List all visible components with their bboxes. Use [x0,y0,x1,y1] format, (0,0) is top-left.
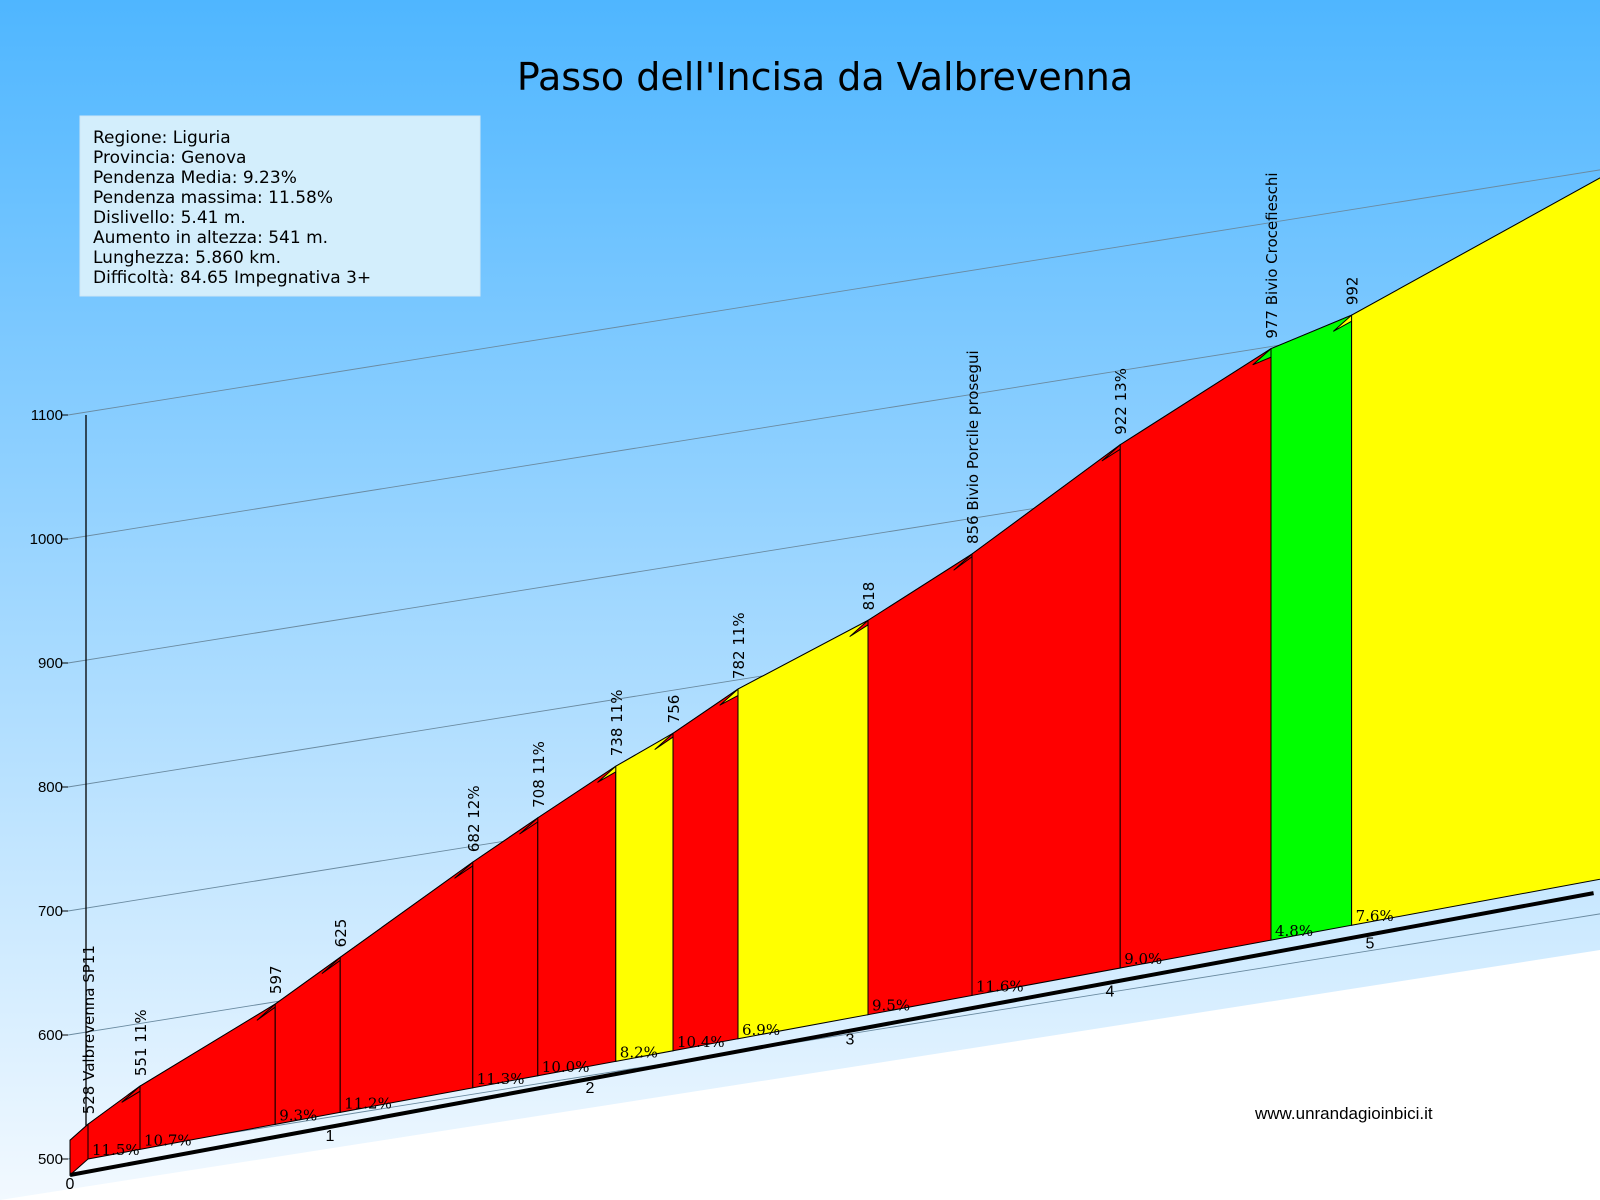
x-tick-label: 4 [1106,984,1115,1001]
segment-face [1270,314,1353,941]
segment-face [737,619,869,1040]
segment-face [672,688,739,1052]
grade-label: 9.3% [279,1106,317,1124]
grade-label: 10.4% [677,1033,725,1051]
y-tick-label: 900 [38,655,63,672]
info-line: Pendenza massima: 11.58% [93,188,333,208]
elevation-label: 551 11% [132,1009,150,1076]
info-box: Regione: Liguria Provincia: Genova Pende… [79,115,481,297]
info-box-background [79,115,481,297]
info-line: Regione: Liguria [93,128,231,148]
elevation-label: 977 Bivio Crocefieschi [1263,172,1281,338]
grade-label: 6.9% [742,1021,780,1039]
grade-label: 10.0% [542,1058,590,1076]
elevation-label: 682 12% [465,785,483,852]
y-tick-label: 1100 [31,407,63,424]
x-tick-label: 1 [326,1128,335,1145]
segment-face [615,732,674,1062]
elevation-label: 738 11% [608,689,626,756]
info-line: Dislivello: 5.41 m. [93,208,246,228]
grade-label: 11.6% [976,977,1024,995]
elevation-label: 597 [267,965,285,994]
elevation-label: 922 13% [1112,368,1130,435]
segment-face [1119,347,1272,969]
chart-title: Passo dell'Incisa da Valbrevenna [517,55,1133,99]
elevation-label: 756 [665,695,683,724]
y-tick-label: 500 [38,1151,63,1168]
elevation-label: 782 11% [730,612,748,679]
info-line: Pendenza Media: 9.23% [93,168,297,188]
grade-label: 11.5% [92,1141,140,1159]
segment-face [472,816,539,1089]
website-credit: www.unrandagioinbici.it [1254,1104,1433,1123]
info-line: Provincia: Genova [93,148,246,168]
grade-label: 9.5% [872,997,910,1015]
x-tick-label: 3 [846,1032,855,1049]
segment-face [1351,177,1600,926]
info-line: Aumento in altezza: 541 m. [93,228,328,248]
ground-area [0,950,1600,1200]
grade-label: 8.2% [620,1043,658,1061]
grid-line [67,913,1600,1160]
elevation-label: 625 [332,919,350,948]
x-tick-label: 0 [66,1176,75,1193]
y-tick-label: 600 [38,1027,63,1044]
y-axis: 500 600 700 800 900 1000 1100 [30,407,87,1168]
grid-line [67,169,1600,416]
grade-label: 10.7% [144,1131,192,1149]
grade-label: 11.2% [344,1094,392,1112]
info-line: Difficoltà: 84.65 Impegnativa 3+ [93,268,371,288]
segment-face [867,553,973,1016]
y-tick-label: 1000 [30,531,63,548]
info-line: Lunghezza: 5.860 km. [93,248,281,268]
elevation-label: 708 11% [530,741,548,808]
elevation-label: 856 Bivio Porcile prosegui [964,350,982,544]
grade-label: 9.0% [1124,950,1162,968]
x-tick-label: 2 [586,1080,595,1097]
elevation-label: 818 [860,582,878,611]
y-tick-label: 700 [38,903,63,920]
profile-start-side [69,1123,89,1177]
grade-label: 11.3% [477,1070,525,1088]
grade-label: 7.6% [1356,907,1394,925]
x-tick-label: 5 [1366,936,1375,953]
profile [69,177,1600,1177]
profile-labels: 11.5%10.7% 9.3% 11.2% 11.3% 10.0% 8.2% 10.4% 6.… [66,172,1394,1193]
y-tick-label: 800 [38,779,63,796]
segment-face [537,765,617,1077]
elevation-label: 528 Valbrevenna SP11 [80,945,98,1114]
elevation-label: 992 [1344,277,1362,306]
grade-label: 4.8% [1275,922,1313,940]
base-line [69,891,1594,1177]
